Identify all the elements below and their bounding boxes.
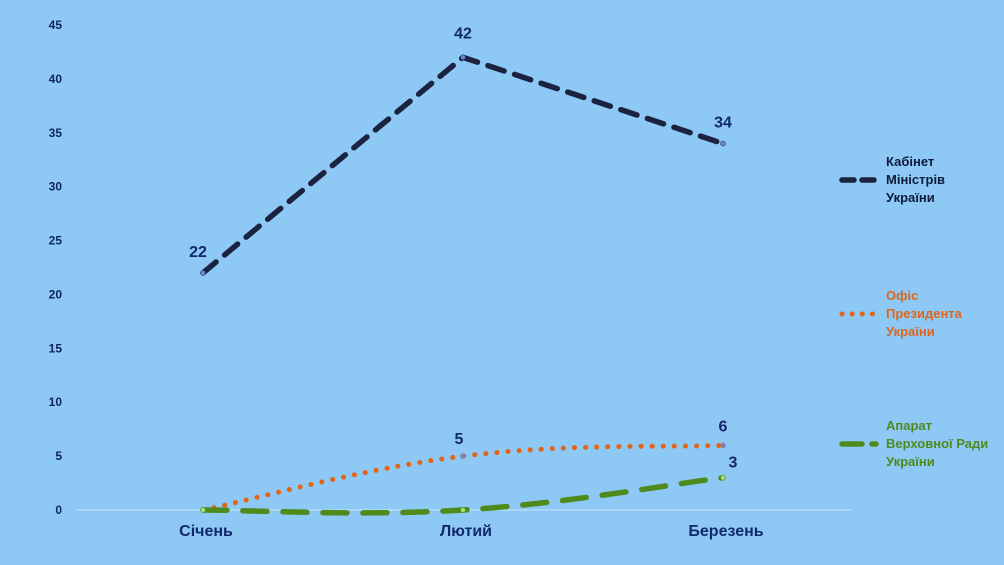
y-tick-label: 35: [49, 126, 63, 140]
legend-label: України: [886, 324, 935, 339]
legend-label: України: [886, 454, 935, 469]
y-tick-label: 40: [49, 72, 63, 86]
data-point: [460, 54, 466, 61]
x-category-label: Січень: [179, 523, 233, 540]
series-line: [200, 54, 726, 276]
x-category-label: Березень: [688, 523, 763, 540]
data-label: 42: [454, 25, 472, 42]
data-point: [460, 507, 466, 513]
legend-label: Кабінет: [886, 154, 934, 169]
y-tick-label: 45: [49, 18, 63, 32]
x-category-label: Лютий: [440, 523, 492, 540]
y-tick-label: 0: [55, 503, 62, 517]
legend-label: Президента: [886, 306, 963, 321]
data-label: 6: [719, 418, 728, 435]
data-point: [460, 453, 466, 459]
x-axis-categories: Січень Лютий Березень: [179, 523, 764, 540]
data-labels: 22 42 34 5 6 3: [189, 25, 737, 471]
data-point: [720, 442, 726, 449]
data-label: 3: [729, 455, 738, 472]
data-label: 34: [714, 115, 732, 132]
data-label: 5: [455, 431, 464, 448]
data-point: [720, 140, 726, 147]
legend-label: України: [886, 190, 935, 205]
y-tick-label: 10: [49, 395, 63, 409]
y-tick-label: 5: [55, 449, 62, 463]
y-axis-ticks: 0 5 10 15 20 25 30 35 40 45: [49, 18, 63, 517]
legend-label: Офіс: [886, 288, 918, 303]
y-tick-label: 15: [49, 341, 63, 355]
data-label: 22: [189, 244, 207, 261]
data-point: [720, 474, 726, 481]
series-lines: [200, 54, 726, 516]
legend-label: Верховної Ради: [886, 436, 988, 451]
y-tick-label: 30: [49, 180, 63, 194]
y-tick-label: 20: [49, 287, 63, 301]
legend-label: Апарат: [886, 418, 932, 433]
y-tick-label: 25: [49, 234, 63, 248]
data-point: [200, 507, 206, 513]
legend: Кабінет Міністрів України Офіс Президента Укр…: [839, 154, 988, 469]
data-point: [200, 270, 206, 276]
legend-label: Міністрів: [886, 172, 945, 187]
